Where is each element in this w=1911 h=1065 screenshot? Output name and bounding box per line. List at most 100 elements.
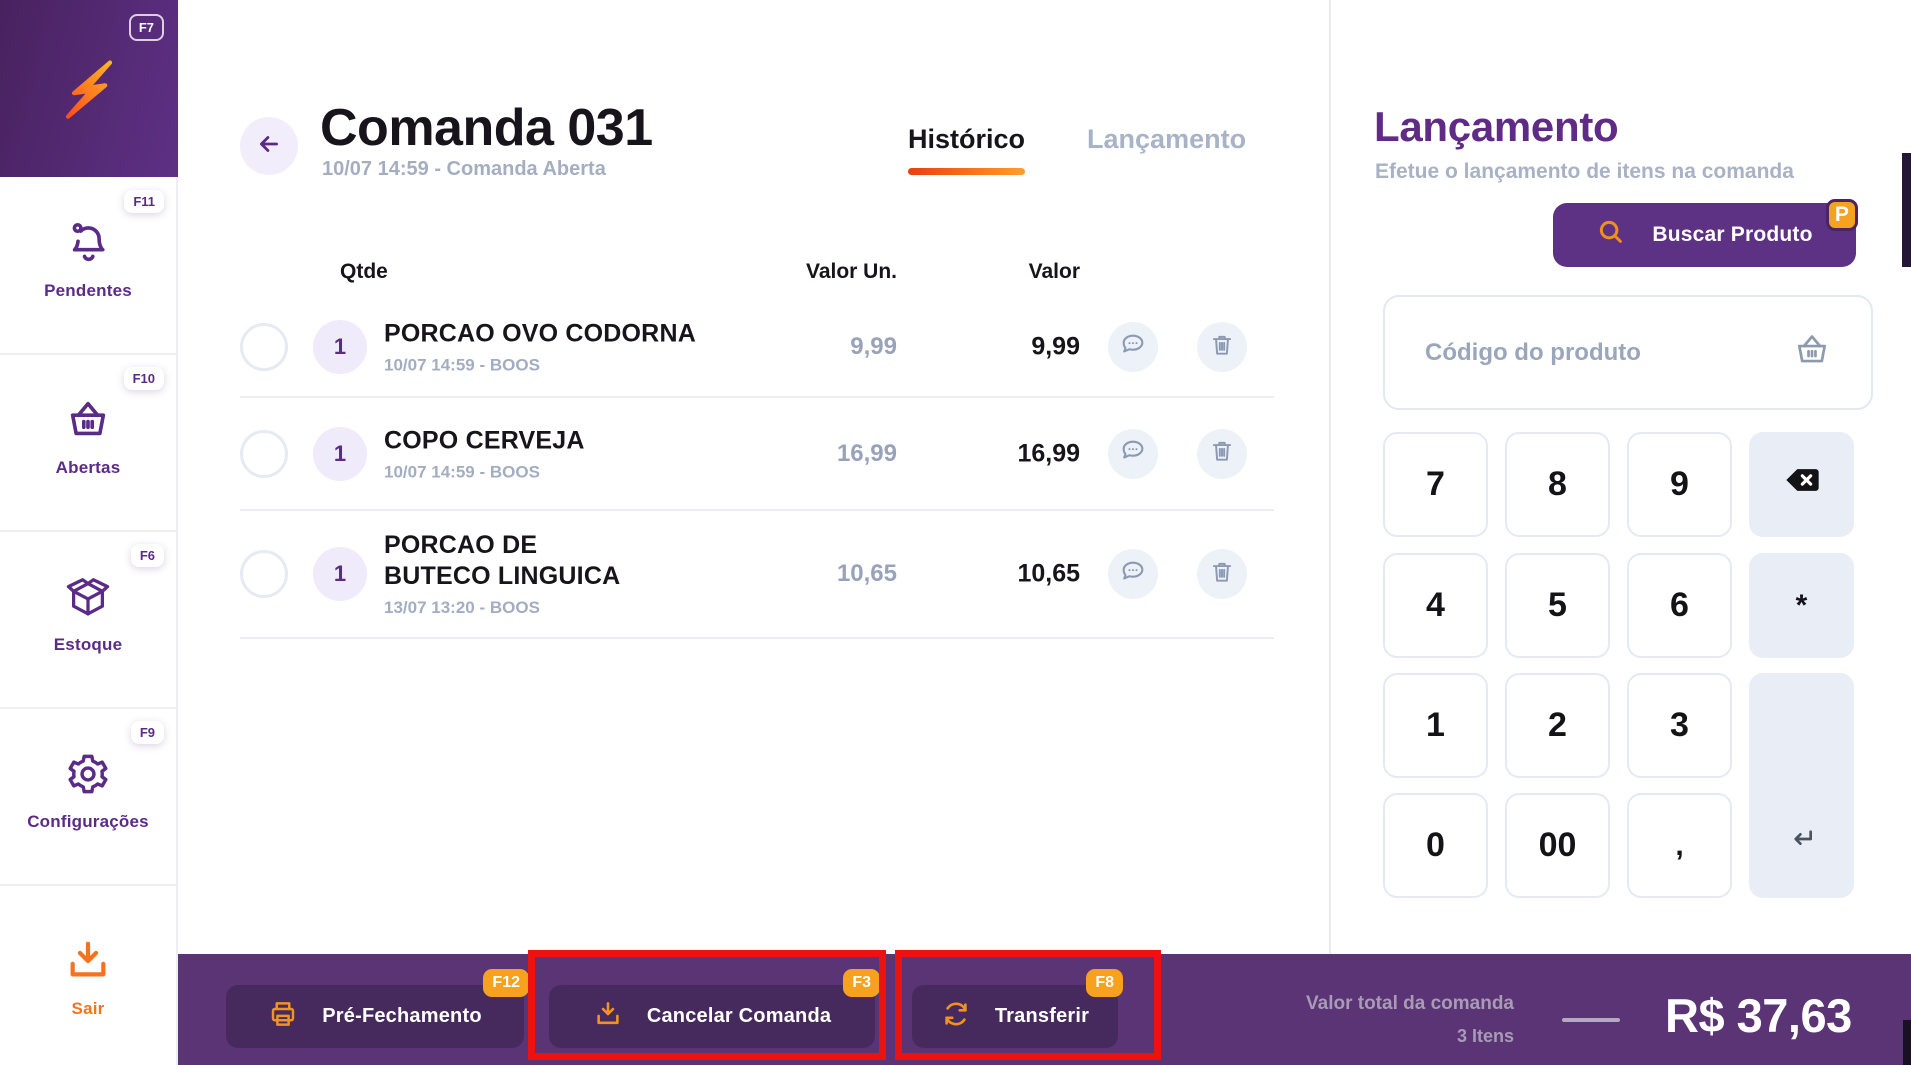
table-row: 1 PORCAO DE BUTECO LINGUICA 13/07 13:20 … (240, 511, 1274, 639)
row-checkbox[interactable] (240, 429, 288, 478)
total-value: R$ 37,63 (1665, 989, 1852, 1042)
delete-button[interactable] (1197, 549, 1247, 599)
pre-fechamento-label: Pré-Fechamento (322, 1005, 482, 1027)
item-name: COPO CERVEJA (384, 426, 585, 454)
product-code-input[interactable] (1425, 338, 1793, 367)
hotkey-badge: F9 (130, 721, 164, 744)
item-unit-value: 10,65 (836, 560, 897, 587)
keypad-key-9[interactable]: 9 (1627, 432, 1732, 537)
buscar-produto-label: Buscar Produto (1652, 223, 1813, 246)
enter-icon (1786, 823, 1818, 864)
row-checkbox[interactable] (240, 323, 288, 371)
arrow-left-icon (256, 131, 282, 162)
table-row: 1 COPO CERVEJA 10/07 14:59 - BOOS 16,99 … (240, 398, 1274, 511)
pre-fechamento-button[interactable]: F12 Pré-Fechamento (226, 969, 529, 1048)
logo-hotkey-badge: F7 (128, 14, 164, 41)
order-items-table: Qtde Valor Un. Valor 1 PORCAO OVO CODORN… (240, 252, 1274, 639)
keypad-key-8[interactable]: 8 (1505, 432, 1610, 537)
page-title: Comanda 031 (320, 99, 653, 157)
download-icon (593, 999, 623, 1034)
item-total-value: 9,99 (1031, 332, 1080, 361)
table-row: 1 PORCAO OVO CODORNA 10/07 14:59 - BOOS … (240, 298, 1274, 398)
col-header-qty: Qtde (340, 260, 388, 283)
cancelar-comanda-button[interactable]: F3 Cancelar Comanda (549, 969, 880, 1048)
keypad-key-3[interactable]: 3 (1627, 673, 1732, 778)
hotkey-badge: F11 (124, 190, 164, 213)
keypad-key-4[interactable]: 4 (1383, 553, 1488, 658)
item-total-value: 10,65 (1017, 559, 1080, 588)
cancelar-comanda-label: Cancelar Comanda (646, 1005, 832, 1027)
keypad-key-6[interactable]: 6 (1627, 553, 1732, 658)
item-unit-value: 16,99 (836, 439, 897, 467)
sync-icon (941, 999, 971, 1034)
keypad-key-5[interactable]: 5 (1505, 553, 1610, 658)
tab-lancamento[interactable]: Lançamento (1087, 124, 1247, 154)
sidebar-item-pendentes[interactable]: F11 Pendentes (0, 178, 176, 355)
sidebar-item-label: Configurações (27, 812, 149, 831)
buscar-produto-button[interactable]: Buscar Produto P (1553, 199, 1858, 267)
keypad-key-00[interactable]: 00 (1505, 793, 1610, 898)
backspace-icon (1782, 460, 1822, 509)
sidebar-item-abertas[interactable]: F10 Abertas (0, 355, 176, 532)
chat-bubble-icon (1119, 437, 1147, 470)
trash-icon (1209, 559, 1235, 590)
keypad-multiply-key[interactable]: * (1749, 553, 1854, 658)
logout-icon (0, 938, 176, 989)
keypad-key-0[interactable]: 0 (1383, 793, 1488, 898)
qty-badge: 1 (313, 426, 367, 481)
bell-icon (0, 220, 176, 271)
edge-corner-tab (1903, 1020, 1911, 1065)
item-info: COPO CERVEJA 10/07 14:59 - BOOS (384, 425, 724, 482)
item-name: PORCAO DE BUTECO LINGUICA (384, 531, 621, 590)
row-checkbox[interactable] (240, 550, 288, 598)
chat-bubble-icon (1119, 558, 1147, 591)
basket-icon-small (1793, 331, 1831, 374)
table-header: Qtde Valor Un. Valor (240, 252, 1274, 298)
sidebar-item-configuracoes[interactable]: F9 Configurações (0, 709, 176, 886)
delete-button[interactable] (1197, 428, 1247, 479)
tab-historico[interactable]: Histórico (908, 124, 1026, 175)
comment-button[interactable] (1108, 322, 1158, 372)
logo-block[interactable]: F7 (0, 0, 178, 177)
chat-bubble-icon (1119, 331, 1147, 364)
transferir-button[interactable]: F8 Transferir (912, 969, 1123, 1048)
panel-subtitle: Efetue o lançamento de itens na comanda (1375, 160, 1794, 183)
delete-button[interactable] (1197, 322, 1247, 372)
box-icon (0, 574, 176, 625)
trash-icon (1209, 332, 1235, 363)
sidebar-item-sair[interactable]: Sair (0, 886, 176, 1065)
sidebar: F7 F11 Pendentes (0, 0, 178, 1065)
item-info: PORCAO DE BUTECO LINGUICA 13/07 13:20 - … (384, 530, 644, 618)
item-unit-value: 9,99 (850, 333, 897, 360)
hotkey-badge: F3 (843, 969, 880, 997)
keypad-key-7[interactable]: 7 (1383, 432, 1488, 537)
item-info: PORCAO OVO CODORNA 10/07 14:59 - BOOS (384, 319, 724, 376)
comment-button[interactable] (1108, 428, 1158, 479)
keypad-key-2[interactable]: 2 (1505, 673, 1610, 778)
keypad-enter-key[interactable] (1749, 673, 1854, 898)
item-name: PORCAO OVO CODORNA (384, 319, 696, 348)
panel-title: Lançamento (1374, 103, 1619, 150)
hotkey-badge: F6 (130, 544, 164, 567)
col-header-unit: Valor Un. (805, 260, 897, 283)
basket-icon (0, 397, 176, 448)
p-hotkey-badge: P (1826, 199, 1858, 231)
search-icon (1596, 217, 1626, 253)
item-detail: 10/07 14:59 - BOOS (384, 355, 540, 375)
hotkey-badge: F12 (483, 969, 529, 997)
sidebar-item-label: Abertas (55, 458, 121, 477)
comment-button[interactable] (1108, 549, 1158, 599)
items-count: 3 Itens (1456, 1026, 1514, 1046)
keypad-backspace-key[interactable] (1749, 432, 1854, 537)
tabs: Histórico Lançamento (908, 124, 1247, 175)
app-logo-icon (53, 53, 125, 130)
qty-badge: 1 (313, 547, 367, 601)
dash-divider (1562, 1018, 1620, 1022)
back-button[interactable] (240, 117, 298, 175)
qty-badge: 1 (313, 320, 367, 374)
keypad-key-1[interactable]: 1 (1383, 673, 1488, 778)
product-code-field (1383, 295, 1873, 410)
keypad-comma-key[interactable]: , (1627, 793, 1732, 898)
sidebar-item-estoque[interactable]: F6 Estoque (0, 532, 176, 709)
